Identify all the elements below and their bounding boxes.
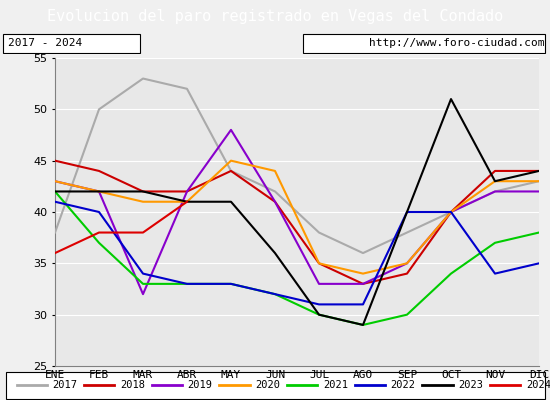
Text: 2019: 2019 <box>188 380 212 390</box>
Text: 2017: 2017 <box>52 380 77 390</box>
Text: 2024: 2024 <box>526 380 550 390</box>
Text: 2022: 2022 <box>390 380 415 390</box>
Text: 2023: 2023 <box>458 380 483 390</box>
Text: Evolucion del paro registrado en Vegas del Condado: Evolucion del paro registrado en Vegas d… <box>47 8 503 24</box>
Text: 2020: 2020 <box>255 380 280 390</box>
FancyBboxPatch shape <box>6 372 544 398</box>
Text: 2017 - 2024: 2017 - 2024 <box>8 38 82 48</box>
FancyBboxPatch shape <box>3 34 140 53</box>
Text: 2018: 2018 <box>120 380 145 390</box>
FancyBboxPatch shape <box>302 34 544 53</box>
Text: http://www.foro-ciudad.com: http://www.foro-ciudad.com <box>369 38 544 48</box>
Text: 2021: 2021 <box>323 380 348 390</box>
